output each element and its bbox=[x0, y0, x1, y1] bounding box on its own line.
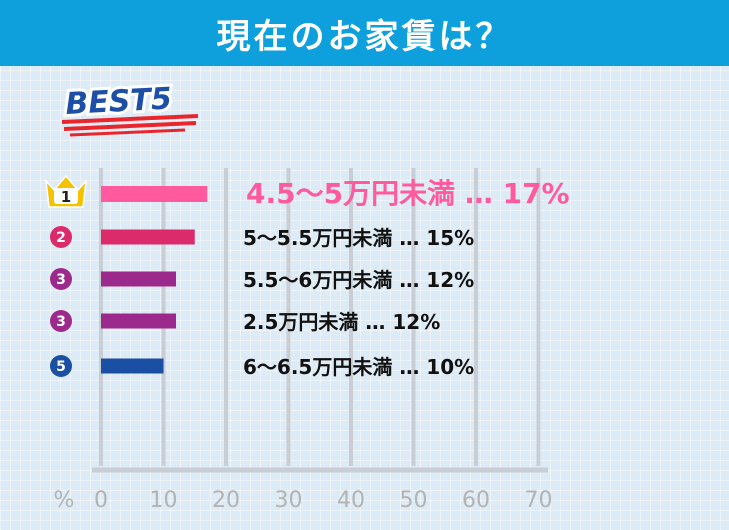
tick-label-70: 70 bbox=[525, 488, 553, 513]
value-label: 12% bbox=[426, 268, 474, 292]
value-label: 10% bbox=[426, 355, 474, 379]
bar-label: 4.5〜5万円未満 … 17% bbox=[246, 177, 570, 210]
bar-label: 2.5万円未満 … 12% bbox=[243, 310, 440, 334]
category-label: 5〜5.5万円未満 bbox=[243, 226, 392, 250]
value-label: 17% bbox=[503, 177, 570, 210]
row-2: 2 5〜5.5万円未満 … 15% bbox=[50, 226, 474, 250]
bar bbox=[101, 358, 164, 374]
bar-label: 6〜6.5万円未満 … 10% bbox=[243, 355, 474, 379]
ellipsis: … bbox=[392, 355, 426, 379]
rank-number: 1 bbox=[61, 188, 71, 206]
row-5: 5 6〜6.5万円未満 … 10% bbox=[50, 355, 474, 379]
header-banner: 現在のお家賃は？ bbox=[0, 0, 729, 66]
category-label: 2.5万円未満 bbox=[243, 310, 358, 334]
ellipsis: … bbox=[392, 268, 426, 292]
x-axis-ticks: 0 10 20 30 40 50 60 70% bbox=[54, 488, 553, 513]
tick-label-30: 30 bbox=[275, 488, 303, 513]
rank-number: 3 bbox=[56, 272, 66, 288]
rank-number: 5 bbox=[56, 359, 66, 375]
tick-label-50: 50 bbox=[400, 488, 428, 513]
value-label: 12% bbox=[392, 310, 440, 334]
category-label: 4.5〜5万円未満 bbox=[246, 177, 455, 210]
rank-circle-icon bbox=[50, 226, 72, 248]
rank-circle-icon bbox=[50, 310, 72, 332]
ellipsis: … bbox=[358, 310, 392, 334]
bar bbox=[101, 271, 176, 287]
value-label: 15% bbox=[426, 226, 474, 250]
unit-label: % bbox=[54, 488, 75, 513]
row-1: 1 4.5〜5万円未満 … 17% bbox=[44, 174, 570, 210]
tick-label-10: 10 bbox=[150, 488, 178, 513]
bar bbox=[101, 313, 176, 329]
bar-label: 5.5〜6万円未満 … 12% bbox=[243, 268, 474, 292]
bar bbox=[101, 229, 195, 245]
category-label: 5.5〜6万円未満 bbox=[243, 268, 392, 292]
ellipsis: … bbox=[455, 177, 503, 210]
best5-badge: BEST5 bbox=[62, 78, 199, 137]
grid-lines bbox=[92, 168, 548, 473]
bar bbox=[101, 186, 208, 202]
crown-inner bbox=[54, 188, 78, 204]
rank-circle-icon bbox=[50, 268, 72, 290]
page-title: 現在のお家賃は？ bbox=[216, 16, 513, 57]
bar-label: 5〜5.5万円未満 … 15% bbox=[243, 226, 474, 250]
tick-label-60: 60 bbox=[462, 488, 490, 513]
rank-number: 3 bbox=[56, 314, 66, 330]
tick-label-20: 20 bbox=[212, 488, 240, 513]
row-4: 3 2.5万円未満 … 12% bbox=[50, 310, 440, 334]
row-3: 3 5.5〜6万円未満 … 12% bbox=[50, 268, 474, 292]
ellipsis: … bbox=[392, 226, 426, 250]
best5-label: BEST5 bbox=[65, 81, 173, 122]
rank-number: 2 bbox=[56, 230, 66, 246]
rank-circle-icon bbox=[50, 355, 72, 377]
tick-label-0: 0 bbox=[94, 488, 108, 513]
bars: 1 4.5〜5万円未満 … 17% 2 5〜5.5万円未満 … 15% 3 5.5〜6万円… bbox=[44, 174, 570, 379]
category-label: 6〜6.5万円未満 bbox=[243, 355, 392, 379]
tick-label-40: 40 bbox=[337, 488, 365, 513]
